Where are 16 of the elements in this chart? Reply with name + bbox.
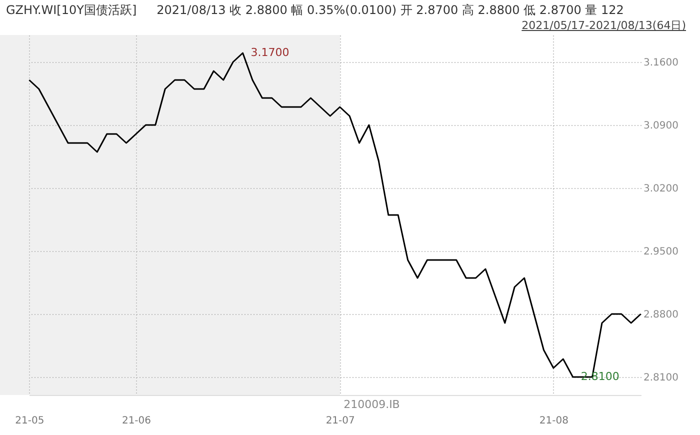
y-tick-label: 3.0900 <box>644 120 678 132</box>
x-tick-label: 21-05 <box>15 416 44 426</box>
annotation: 3.1700 <box>250 46 290 59</box>
x-tick-label: 21-07 <box>326 416 355 426</box>
y-tick-label: 3.0200 <box>644 184 678 194</box>
text: 2021/05/17-2021/08/13(64日) <box>520 19 687 32</box>
y-tick-label: 3.1600 <box>644 58 678 68</box>
y-tick-label: 2.8100 <box>644 372 678 384</box>
annotation: 2.8100 <box>580 370 620 383</box>
x-tick-label: 21-08 <box>539 416 568 426</box>
y-tick-label: 2.9500 <box>644 246 678 258</box>
x-tick-label: 21-06 <box>122 416 152 426</box>
text: 210009.IB <box>344 398 400 411</box>
y-tick-label: 2.8800 <box>644 310 678 320</box>
chart-subtitle: 2021/08/13 收 2.8800 幅 0.35%(0.0100) 开 2.8700 高 2.8800 低 2.8700 量 122 <box>156 3 624 17</box>
chart-title: GZHY.WI[10Y国债活跃] <box>6 3 137 17</box>
